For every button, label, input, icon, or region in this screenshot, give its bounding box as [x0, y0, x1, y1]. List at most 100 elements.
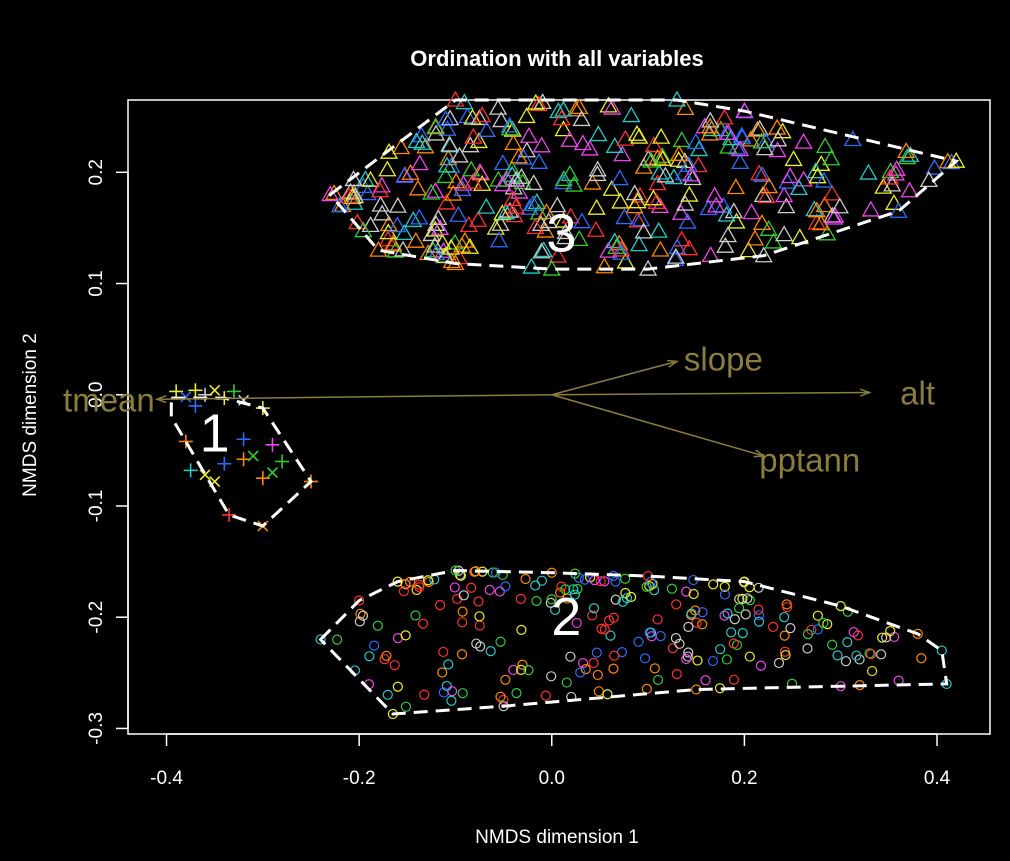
group-3-point [859, 163, 878, 180]
vector-pptann-arrow [551, 394, 764, 457]
y-axis: -0.3 -0.2 -0.1 0.0 0.1 0.2 [86, 159, 129, 745]
group-2-point [575, 667, 586, 678]
group-3-point [372, 176, 391, 193]
group-3-point [496, 203, 516, 220]
group-3-label: 3 [546, 203, 576, 263]
group-3-point [378, 160, 397, 177]
group-3-point [339, 187, 358, 204]
group-3-point [491, 214, 510, 231]
group-3-point [750, 119, 769, 136]
x-tick-label: 0.2 [731, 768, 757, 789]
group-2-point [729, 614, 740, 625]
group-3-point [730, 140, 750, 157]
group-3-point [570, 230, 589, 247]
group-2-point [753, 616, 765, 627]
group-3-point [881, 162, 900, 179]
group-3-point [587, 198, 606, 215]
group-3-point [586, 220, 606, 237]
group-3-point [529, 95, 548, 112]
group-2-point [457, 617, 468, 628]
group-3-point [506, 197, 526, 214]
group-3-point [683, 169, 702, 186]
group-3-point [822, 184, 842, 201]
group-3-point [560, 165, 579, 182]
group-3-point [778, 172, 797, 189]
group-3-point [705, 186, 724, 203]
group-3-point [777, 197, 796, 214]
group-2-point [441, 680, 452, 692]
vector-alt-arrow [551, 391, 870, 396]
group-label-layer: 1 2 3 [200, 203, 582, 647]
group-2-point [405, 576, 416, 587]
group-2-point [531, 595, 542, 607]
group-3-point [459, 216, 478, 233]
group-3-point [343, 187, 362, 204]
group-3-point [437, 193, 456, 210]
group-3-point [361, 216, 380, 233]
group-2-point [474, 620, 485, 631]
group-2-point [818, 617, 829, 629]
group-2-point [681, 586, 692, 597]
group-3-point [630, 127, 649, 144]
group-2-point [438, 646, 449, 658]
group-2-point [649, 663, 660, 674]
group-3-point [718, 226, 738, 243]
vector-alt-arrowhead [859, 388, 872, 397]
group-2-point [645, 627, 657, 638]
group-2-point [515, 593, 526, 604]
group-3-point [570, 98, 589, 115]
group-3-point [784, 150, 803, 167]
group-3-point [450, 146, 469, 163]
group-3-point [815, 137, 835, 154]
group-2-point [457, 606, 468, 617]
group-3-point [449, 205, 468, 222]
group-3-point [370, 181, 390, 198]
group-2-point [916, 653, 927, 664]
hull-layer [169, 98, 960, 716]
group-2-point [414, 579, 425, 590]
group-3-point [642, 151, 661, 168]
group-3-point [321, 185, 340, 202]
group-3-point [757, 187, 776, 204]
group-3-point [461, 136, 480, 153]
group-1-point [188, 383, 203, 398]
group-3-point [901, 145, 920, 162]
group-2-point [369, 640, 380, 651]
group-3-point [650, 197, 670, 214]
group-2-point [875, 649, 887, 660]
group-2-point [515, 664, 527, 675]
group-3-point [388, 196, 408, 213]
group-3-point [701, 117, 720, 134]
group-3-point [644, 136, 663, 153]
group-3-point [436, 167, 455, 184]
group-2-point [411, 584, 422, 596]
group-2-point [605, 630, 616, 641]
group-2-point [842, 636, 853, 648]
group-2-point [865, 648, 877, 660]
group-2-point [457, 688, 468, 699]
group-2-point [392, 681, 403, 692]
vector-alt-label: alt [900, 374, 935, 411]
group-3-point [442, 238, 461, 255]
group-2-point [568, 584, 579, 595]
group-2-point [609, 650, 620, 661]
group-3-point [500, 116, 519, 133]
group-3-point [430, 218, 450, 235]
group-3-point [413, 133, 432, 150]
group-2-point [530, 580, 541, 591]
group-3-point [612, 240, 631, 257]
group-3-point [560, 130, 579, 147]
group-2-point [595, 576, 606, 587]
group-3-point [706, 196, 726, 213]
group-2-point [652, 674, 664, 686]
group-3-point [634, 222, 653, 239]
group-2-point [728, 638, 739, 649]
group-3-point [517, 107, 536, 124]
group-3-point [406, 231, 425, 248]
group-3-hull [328, 98, 960, 271]
group-3-point [460, 237, 480, 254]
group-1-point [222, 507, 237, 522]
group-2-point [744, 651, 755, 662]
group-3-point [595, 257, 614, 274]
group-2-point [610, 594, 621, 605]
